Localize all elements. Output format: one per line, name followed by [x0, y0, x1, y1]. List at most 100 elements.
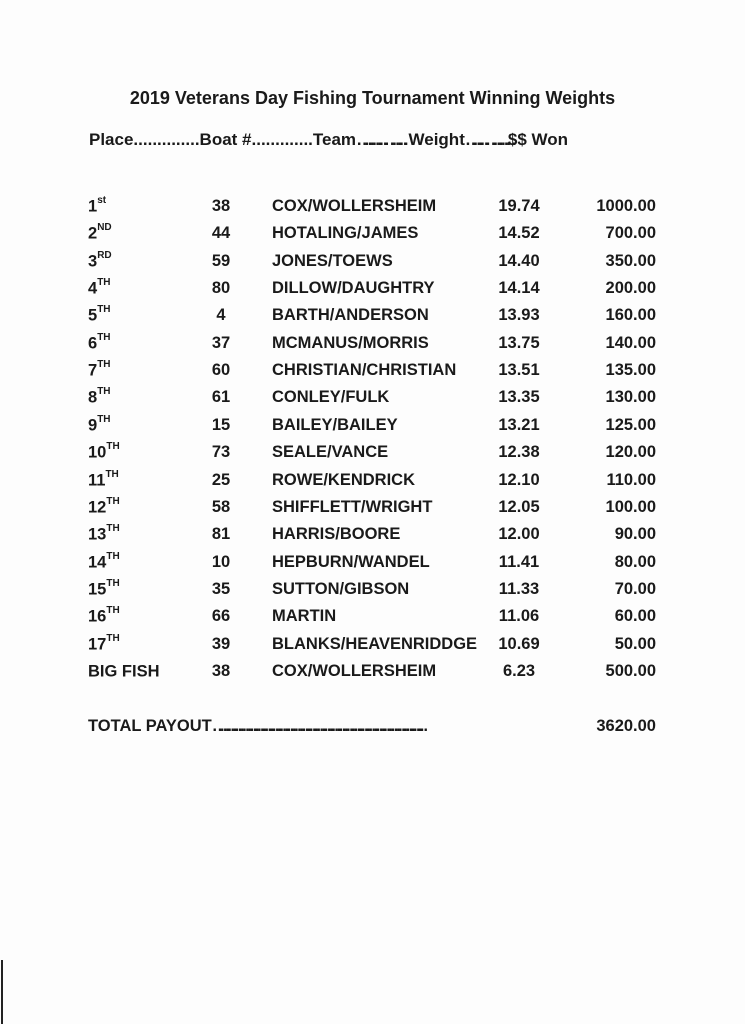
- place-number: 8: [88, 388, 98, 407]
- weight-cell: 12.38: [498, 443, 540, 462]
- table-row: 2ND 44 HOTALING/JAMES 14.52 700.00: [0, 222, 745, 248]
- place-suffix: TH: [106, 441, 120, 453]
- place-number: 6: [88, 334, 98, 353]
- team-cell: BAILEY/BAILEY: [272, 415, 398, 434]
- boat-cell: 15: [211, 415, 231, 434]
- table-row: 13TH 81 HARRIS/BOORE 12.00 90.00: [0, 523, 745, 549]
- won-cell: 135.00: [605, 361, 656, 380]
- place-suffix: TH: [97, 359, 111, 371]
- boat-cell: 38: [211, 661, 231, 680]
- team-cell: MCMANUS/MORRIS: [272, 333, 429, 352]
- weight-cell: 13.51: [498, 361, 540, 380]
- won-cell: 140.00: [605, 333, 656, 352]
- place-cell: 16TH: [88, 605, 120, 627]
- place-number: 1: [88, 197, 98, 216]
- place-suffix: TH: [97, 331, 111, 343]
- place-cell: 12TH: [88, 495, 120, 518]
- won-cell: 1000.00: [596, 197, 656, 215]
- place-suffix: TH: [97, 413, 111, 425]
- boat-cell: 73: [211, 443, 231, 462]
- column-header-line: Place..............Boat #.............Te…: [89, 130, 568, 149]
- weight-cell: 13.21: [498, 415, 540, 434]
- won-cell: 80.00: [614, 552, 656, 571]
- boat-cell: 39: [211, 634, 231, 653]
- place-suffix: TH: [106, 632, 120, 644]
- place-suffix: TH: [106, 523, 120, 535]
- dot-leader: ………: [484, 130, 517, 149]
- won-cell: 130.00: [605, 388, 656, 407]
- place-cell: 2ND: [88, 222, 112, 244]
- table-row: 14TH 10 HEPBURN/WANDEL 11.41 80.00: [0, 550, 745, 577]
- place-number: 3: [88, 252, 98, 271]
- table-row: 4TH 80 DILLOW/DAUGHTRY 14.14 200.00: [0, 277, 745, 303]
- team-cell: BARTH/ANDERSON: [272, 306, 429, 325]
- table-row: 11TH 25 ROWE/KENDRICK 12.10 110.00: [0, 469, 745, 495]
- weight-cell: 12.10: [498, 470, 540, 489]
- table-row: 7TH 60 CHRISTIAN/CHRISTIAN 13.51 135.00: [0, 359, 745, 385]
- place-cell: 11TH: [88, 469, 119, 491]
- place-number: 11: [88, 471, 106, 489]
- place-cell: 9TH: [88, 413, 111, 436]
- boat-cell: 35: [211, 579, 231, 598]
- won-cell: 500.00: [605, 661, 656, 680]
- weight-cell: 14.40: [498, 251, 540, 270]
- place-cell: 6TH: [88, 331, 111, 354]
- won-cell: 100.00: [605, 497, 656, 516]
- team-cell: HEPBURN/WANDEL: [272, 552, 430, 571]
- table-row: 12TH 58 SHIFFLETT/WRIGHT 12.05 100.00: [0, 495, 745, 522]
- table-row: 9TH 15 BAILEY/BAILEY 13.21 125.00: [0, 413, 745, 440]
- won-cell: 125.00: [605, 415, 656, 434]
- place-suffix: TH: [97, 277, 111, 289]
- boat-cell: 37: [211, 333, 231, 352]
- total-payout-value: 3620.00: [596, 717, 656, 735]
- team-cell: CHRISTIAN/CHRISTIAN: [272, 361, 457, 380]
- place-suffix: st: [97, 195, 107, 206]
- weight-cell: 12.00: [498, 525, 540, 544]
- weight-cell: 11.41: [498, 552, 540, 571]
- table-row: 6TH 37 MCMANUS/MORRIS 13.75 140.00: [0, 331, 745, 358]
- dot-leader: ………: [356, 130, 388, 149]
- place-cell: 14TH: [88, 550, 120, 573]
- place-number: 5: [88, 306, 98, 325]
- weight-cell: 12.05: [498, 497, 540, 516]
- place-cell: 8TH: [88, 386, 111, 408]
- place-cell: 13TH: [88, 523, 120, 545]
- place-suffix: TH: [106, 550, 120, 562]
- team-cell: BLANKS/HEAVENRIDDGE: [272, 634, 478, 653]
- place-cell: 7TH: [88, 359, 111, 381]
- dot-leader: ……: [464, 130, 490, 149]
- place-number: 13: [88, 525, 107, 544]
- place-number: 9: [88, 416, 98, 435]
- won-cell: 120.00: [605, 443, 656, 462]
- place-number: BIG FISH: [88, 662, 160, 681]
- boat-cell: 25: [211, 470, 231, 489]
- boat-cell: 10: [211, 552, 231, 571]
- place-suffix: TH: [97, 304, 111, 316]
- place-number: 10: [88, 443, 107, 462]
- team-cell: CONLEY/FULK: [272, 388, 390, 407]
- weight-cell: 11.06: [498, 607, 540, 626]
- boat-cell: 44: [211, 224, 231, 243]
- team-cell: JONES/TOEWS: [272, 251, 393, 270]
- table-row: 8TH 61 CONLEY/FULK 13.35 130.00: [0, 386, 745, 412]
- won-cell: 110.00: [606, 470, 656, 489]
- weight-cell: 10.69: [498, 634, 540, 653]
- place-number: 15: [88, 580, 107, 599]
- team-cell: HARRIS/BOORE: [272, 525, 401, 544]
- dot-leader: ……: [383, 130, 409, 149]
- boat-cell: 60: [211, 361, 231, 380]
- scan-edge-mark: [1, 960, 3, 1024]
- table-row: 10TH 73 SEALE/VANCE 12.38 120.00: [0, 441, 745, 467]
- team-cell: SHIFFLETT/WRIGHT: [272, 497, 433, 516]
- place-number: 4: [88, 279, 98, 298]
- total-payout-label: TOTAL PAYOUT……………………………………………………………………………: [88, 717, 429, 735]
- weight-cell: 13.75: [498, 333, 540, 352]
- place-suffix: TH: [106, 495, 120, 507]
- table-row: 15TH 35 SUTTON/GIBSON 11.33 70.00: [0, 578, 745, 604]
- team-cell: ROWE/KENDRICK: [272, 470, 415, 489]
- team-cell: DILLOW/DAUGHTRY: [272, 279, 435, 298]
- weight-cell: 13.93: [498, 306, 540, 325]
- table-row: 5TH 4 BARTH/ANDERSON 13.93 160.00: [0, 304, 745, 330]
- place-number: 16: [88, 607, 107, 626]
- boat-cell: 80: [211, 279, 231, 298]
